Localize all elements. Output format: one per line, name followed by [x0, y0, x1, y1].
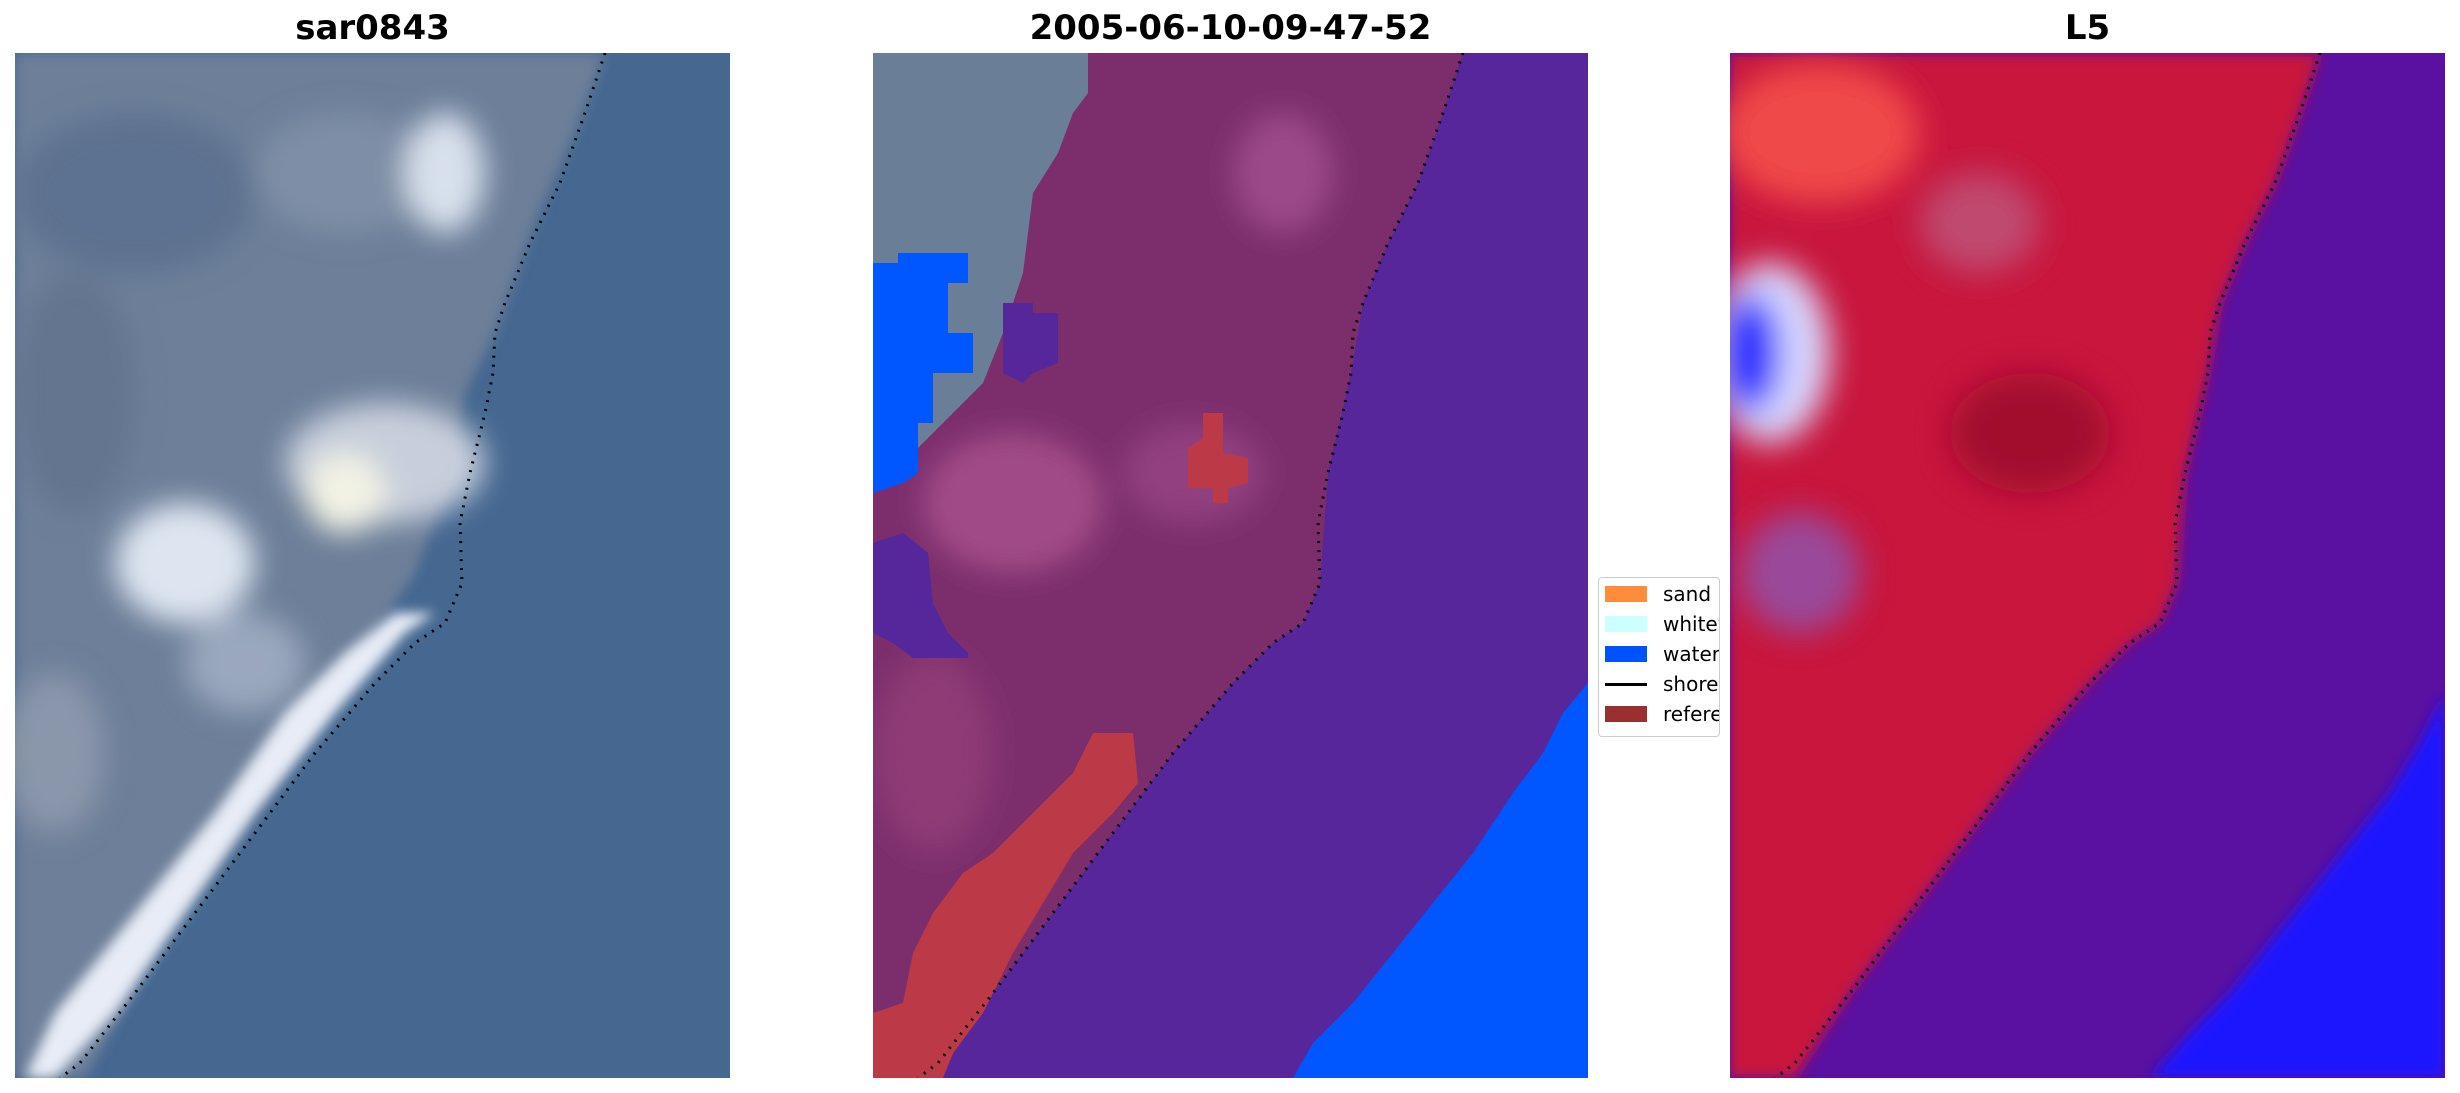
whitewater-swatch — [1605, 616, 1647, 632]
classified-water-class-left — [873, 253, 973, 493]
rgb-sand-strip — [25, 613, 435, 1078]
classified-land-texture — [873, 113, 1333, 853]
rgb-image — [15, 53, 730, 1078]
legend-label-reference: reference — [1663, 702, 1719, 726]
classified-water-overlay-patch-top — [1003, 303, 1058, 383]
l5-image-panel — [1730, 53, 2445, 1078]
rgb-image-panel — [15, 53, 730, 1078]
shoreline-swatch — [1605, 682, 1647, 686]
classified-water-overlay-patch-left — [873, 533, 968, 658]
reference-swatch — [1605, 706, 1647, 722]
l5-high-index-region — [2150, 693, 2445, 1078]
l5-image — [1730, 53, 2445, 1078]
legend-item-reference: reference — [1605, 701, 1719, 727]
legend-item-sand: sand — [1605, 581, 1711, 607]
l5-land-area — [1730, 53, 2320, 1078]
classified-water-class-right — [1293, 683, 1588, 1078]
legend-item-shoreline: shoreline — [1605, 671, 1719, 697]
legend-item-water: water — [1605, 641, 1720, 667]
legend-label-sand: sand — [1663, 582, 1712, 606]
sand-swatch — [1605, 586, 1647, 602]
classified-image-panel — [873, 53, 1588, 1078]
rgb-land-area — [15, 53, 605, 1078]
classified-image — [873, 53, 1588, 1078]
rgb-land-texture — [15, 113, 485, 833]
water-swatch — [1605, 646, 1647, 662]
classified-reference-patch-mid — [1188, 413, 1248, 503]
legend-label-shoreline: shoreline — [1663, 672, 1719, 696]
l5-land-texture — [1730, 63, 2110, 633]
panel-title-rgb: sar0843 — [295, 8, 450, 48]
panel-title-classified: 2005-06-10-09-47-52 — [1029, 8, 1432, 48]
panel-title-mndwi: L5 — [2064, 8, 2111, 48]
legend-label-water: water — [1663, 642, 1720, 666]
classified-reference-strip — [873, 733, 1138, 1078]
